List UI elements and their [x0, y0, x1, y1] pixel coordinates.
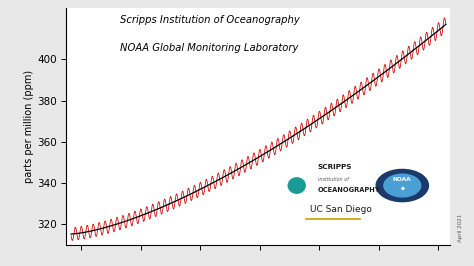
Text: April 2021: April 2021 [458, 214, 463, 242]
Circle shape [384, 174, 421, 197]
Circle shape [376, 169, 428, 202]
Text: ✦: ✦ [400, 186, 405, 192]
Text: Scripps Institution of Oceanography: Scripps Institution of Oceanography [120, 15, 300, 25]
Ellipse shape [288, 178, 305, 193]
Text: NOAA Global Monitoring Laboratory: NOAA Global Monitoring Laboratory [120, 44, 299, 53]
Text: OCEANOGRAPHY: OCEANOGRAPHY [318, 187, 381, 193]
Text: UC San Diego: UC San Diego [310, 205, 372, 214]
Text: institution of: institution of [318, 177, 349, 182]
Y-axis label: parts per million (ppm): parts per million (ppm) [24, 70, 34, 183]
Text: NOAA: NOAA [393, 177, 411, 182]
Text: SCRIPPS: SCRIPPS [318, 164, 352, 170]
